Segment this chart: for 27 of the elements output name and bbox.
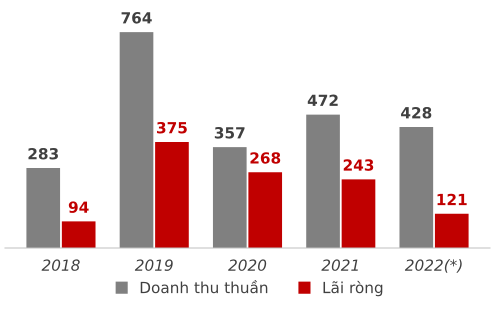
bar (434, 214, 469, 248)
data-label: 283 (28, 148, 58, 160)
x-tick-label: 2018 (42, 259, 80, 271)
bar (120, 32, 154, 248)
bar (62, 221, 96, 248)
data-label: 375 (157, 122, 187, 134)
bar (26, 168, 60, 248)
data-label: 472 (308, 94, 338, 106)
x-tick-label: 2019 (134, 259, 173, 271)
legend-label: Doanh thu thuần (140, 280, 268, 294)
bar (248, 172, 282, 248)
data-label: 357 (214, 127, 245, 139)
data-label: 94 (68, 201, 89, 213)
bar (306, 114, 340, 248)
x-tick-label: 2022(*) (404, 259, 462, 273)
data-label: 121 (438, 194, 467, 206)
bar (342, 179, 376, 248)
x-tick-label: 2021 (321, 259, 358, 271)
bar (212, 147, 247, 248)
bar (399, 127, 434, 248)
data-label: 268 (250, 152, 280, 164)
data-label: 764 (122, 12, 152, 24)
x-tick-label: 2020 (228, 259, 266, 271)
data-label: 243 (344, 159, 374, 171)
legend-label: Lãi ròng (324, 280, 382, 296)
bar (155, 142, 189, 248)
data-label: 428 (401, 106, 432, 119)
